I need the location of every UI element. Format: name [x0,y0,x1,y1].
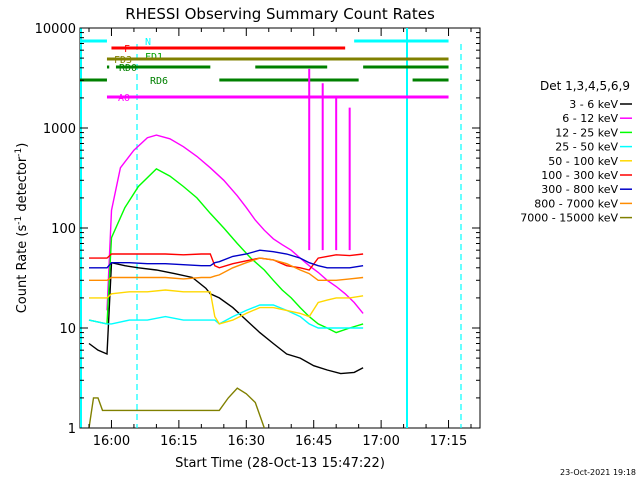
flag-label-ao: AO [118,93,130,104]
x-tick-label-1: 16:15 [160,434,197,449]
timestamp: 23-Oct-2021 19:18 [560,468,636,477]
x-tick-label-5: 17:15 [430,434,467,449]
y-axis-label: Count Rate (s-1 detector-1) [14,143,30,314]
y-label-sup1: -1 [14,216,24,225]
series-line-5 [89,253,364,271]
y-tick-label-0: 1 [68,422,76,437]
flag-label-rd6: RD6 [150,76,168,87]
series-line-3 [88,304,364,329]
y-label-sup2: -1 [14,148,24,157]
legend-label-7: 800 - 7000 keV [534,197,618,210]
flag-label-rd0: RD0 [119,63,137,74]
data-series [88,68,364,429]
chart-title: RHESSI Observing Summary Count Rates [125,5,435,23]
flag-label-n: N [145,37,151,48]
flag-label-fd3: FD3 [114,55,132,66]
x-tick-label-2: 16:30 [228,434,265,449]
plot-frame [79,27,481,429]
series-line-6 [89,249,364,269]
y-label-main: Count Rate (s [15,225,30,314]
legend-label-1: 6 - 12 keV [562,112,618,125]
series-line-8 [88,387,265,429]
legend-title: Det 1,3,4,5,6,9 [540,79,630,93]
legend-label-4: 50 - 100 keV [548,155,618,168]
y-axis-ticks: 1 10 100 1000 10000 [35,22,480,437]
legend-label-2: 12 - 25 keV [555,126,618,139]
flag-label-f: F [124,44,130,55]
legend-label-5: 100 - 300 keV [541,169,618,182]
series-line-1 [106,134,364,314]
x-axis-ticks: 16:00 16:15 16:30 16:45 17:00 17:15 [88,28,472,449]
y-tick-label-4: 10000 [35,22,76,37]
series-line-7 [89,257,364,281]
legend-label-0: 3 - 6 keV [569,98,618,111]
y-tick-label-1: 10 [59,322,76,337]
legend-label-8: 7000 - 15000 keV [520,212,618,225]
x-tick-label-3: 16:45 [295,434,332,449]
x-tick-label-0: 16:00 [93,434,130,449]
series-line-0 [88,261,364,375]
series-line-4 [89,289,364,325]
legend-label-6: 300 - 800 keV [541,183,618,196]
legend-label-3: 25 - 50 keV [555,141,618,154]
flag-bars: NFFD1FD3RD0RD6AO [80,37,449,104]
x-axis-label: Start Time (28-Oct-13 15:47:22) [175,456,385,471]
y-tick-label-3: 1000 [43,122,76,137]
y-label-end: ) [15,143,30,148]
x-tick-label-4: 17:00 [362,434,399,449]
y-tick-label-2: 100 [51,222,76,237]
series-line-2 [88,168,364,334]
plot-area [79,27,481,429]
y-label-mid: detector [15,156,30,216]
